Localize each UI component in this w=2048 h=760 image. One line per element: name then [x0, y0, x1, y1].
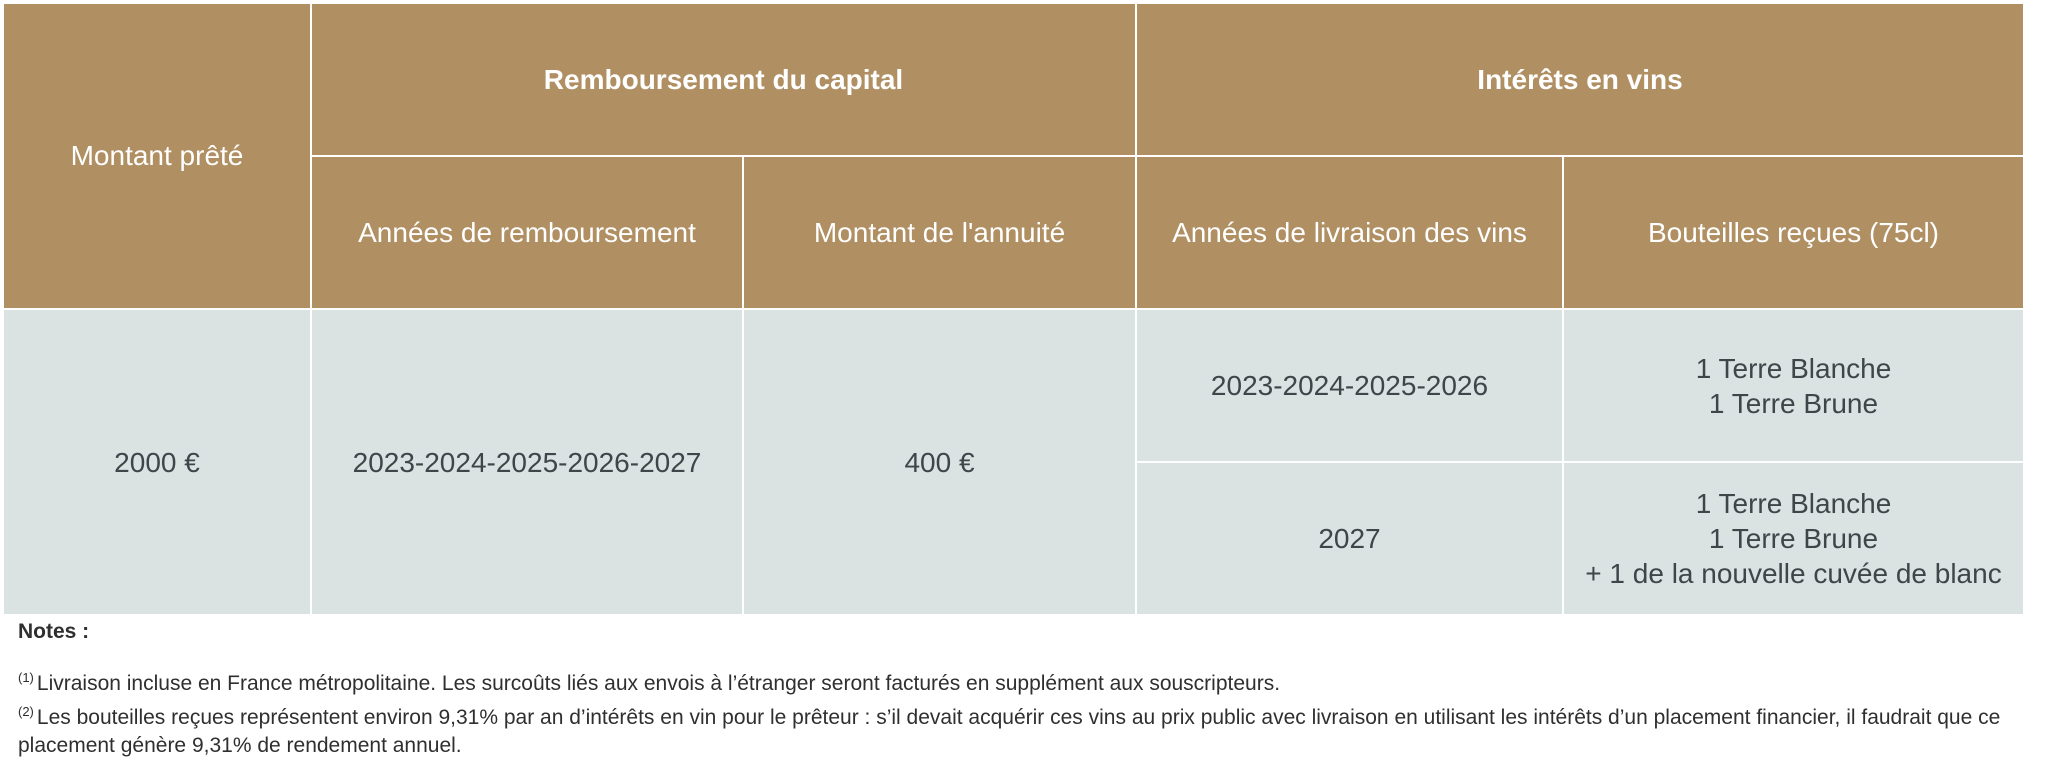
note-item-1: (1) Livraison incluse en France métropoli…	[18, 664, 2038, 698]
table-row: 2000 € 2023-2024-2025-2026-2027 400 € 20…	[2, 308, 2025, 616]
bottle-line: 1 Terre Brune	[1708, 387, 1879, 419]
bottle-line: + 1 de la nouvelle cuvée de blanc	[1585, 558, 2002, 589]
notes-title: Notes :	[18, 620, 90, 643]
note-text: Livraison incluse en France métropolitai…	[36, 672, 1281, 695]
cell-annuite: 400 €	[742, 308, 1137, 616]
header-group-interets: Intérêts en vins	[1135, 2, 2025, 157]
notes-section: Notes : (1) Livraison incluse en France m…	[18, 618, 2038, 760]
cell-annees-livraison-2: 2027	[1135, 461, 1564, 616]
bottle-line: 1 Terre Blanche	[1695, 352, 1892, 384]
header-group-capital: Remboursement du capital	[310, 2, 1137, 157]
cell-annees-remboursement: 2023-2024-2025-2026-2027	[310, 308, 744, 616]
note-marker: (1)	[18, 670, 34, 685]
header-bouteilles-recues: Bouteilles reçues (75cl)	[1562, 155, 2025, 310]
note-item-2: (2) Les bouteilles reçues représentent en…	[18, 698, 2038, 760]
loan-table: Montant prêté Remboursement du capital I…	[2, 2, 2025, 616]
header-annees-remboursement: Années de remboursement	[310, 155, 744, 310]
table-row: 2027 1 Terre Blanche 1 Terre Brune + 1 d…	[3, 461, 2025, 616]
cell-annees-livraison-1: 2023-2024-2025-2026	[1135, 308, 1564, 463]
header-montant-annuite: Montant de l'annuité	[742, 155, 1137, 310]
cell-montant: 2000 €	[2, 308, 312, 616]
note-text: Les bouteilles reçues représentent envir…	[18, 706, 2001, 757]
header-row-2: Années de remboursement Montant de l'ann…	[3, 155, 2025, 310]
note-marker: (2)	[18, 704, 34, 719]
bottle-line: 1 Terre Blanche	[1695, 488, 1892, 519]
header-annees-livraison: Années de livraison des vins	[1135, 155, 1564, 310]
header-montant-prete: Montant prêté	[2, 2, 312, 310]
cell-bouteilles-2: 1 Terre Blanche 1 Terre Brune + 1 de la …	[1562, 461, 2025, 616]
header-row-1: Montant prêté Remboursement du capital I…	[2, 2, 2025, 310]
cell-bouteilles-1: 1 Terre Blanche 1 Terre Brune	[1562, 308, 2025, 463]
bottle-line: 1 Terre Brune	[1708, 523, 1879, 554]
